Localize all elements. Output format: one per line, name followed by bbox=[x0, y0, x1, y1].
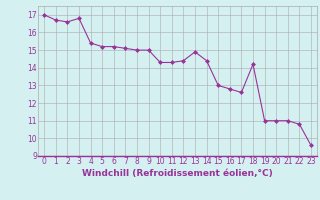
X-axis label: Windchill (Refroidissement éolien,°C): Windchill (Refroidissement éolien,°C) bbox=[82, 169, 273, 178]
